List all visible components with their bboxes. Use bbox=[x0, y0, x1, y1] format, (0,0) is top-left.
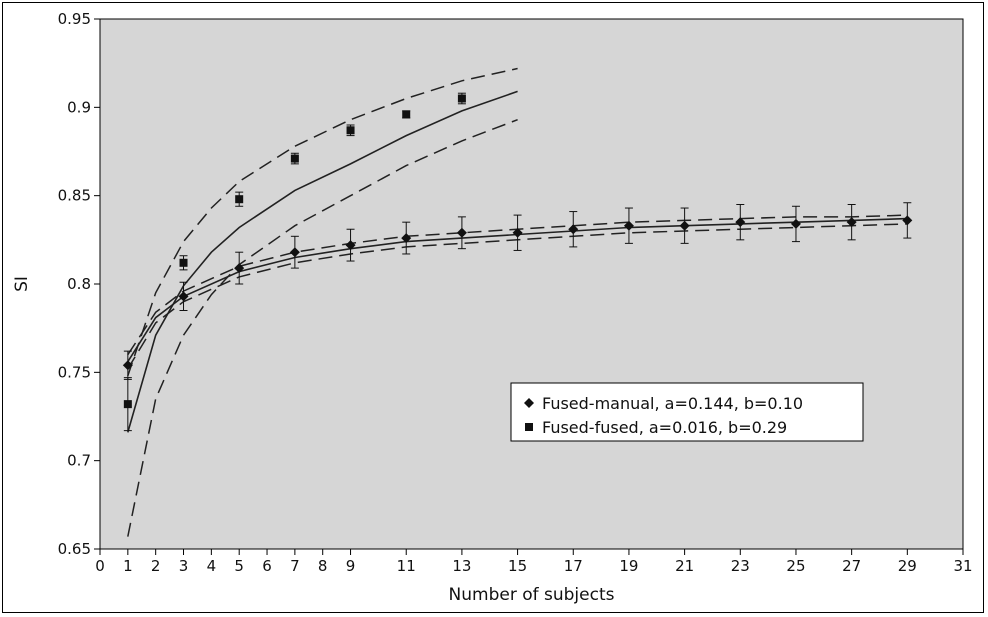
x-tick-label: 0 bbox=[95, 557, 105, 575]
data-point-diamond bbox=[568, 224, 579, 235]
data-point-diamond bbox=[790, 218, 801, 229]
y-tick-label: 0.9 bbox=[67, 98, 91, 116]
x-tick-label: 21 bbox=[675, 557, 694, 575]
y-axis-ticks: 0.65 0.7 0.75 0.8 0.85 0.9 0.95 bbox=[58, 10, 100, 558]
data-point-square bbox=[402, 110, 411, 119]
upper-bound-curve-series-0 bbox=[127, 214, 908, 356]
y-tick-label: 0.75 bbox=[58, 363, 91, 381]
data-point-diamond bbox=[846, 217, 857, 228]
y-tick-label: 0.7 bbox=[67, 452, 91, 470]
x-tick-label: 23 bbox=[731, 557, 750, 575]
x-tick-label: 27 bbox=[842, 557, 861, 575]
data-point-diamond bbox=[178, 291, 189, 302]
legend-label-fused-manual: Fused-manual, a=0.144, b=0.10 bbox=[542, 394, 803, 413]
x-tick-label: 1 bbox=[123, 557, 133, 575]
y-tick-label: 0.95 bbox=[58, 10, 91, 28]
fit-curve-series-1 bbox=[127, 90, 518, 433]
data-point-diamond bbox=[623, 220, 634, 231]
legend-marker-fused-manual bbox=[524, 398, 534, 408]
lower-bound-curve-series-0 bbox=[127, 223, 908, 370]
x-tick-label: 5 bbox=[234, 557, 244, 575]
y-tick-label: 0.65 bbox=[58, 540, 91, 558]
data-point-diamond bbox=[902, 215, 913, 226]
data-point-square bbox=[179, 258, 188, 267]
y-axis-title: SI bbox=[12, 276, 32, 292]
x-tick-label: 11 bbox=[397, 557, 416, 575]
x-tick-label: 19 bbox=[619, 557, 638, 575]
x-tick-label: 17 bbox=[564, 557, 583, 575]
fit-curves bbox=[127, 67, 908, 537]
x-tick-label: 2 bbox=[151, 557, 161, 575]
si-vs-subjects-chart: 0 1 2 3 4 5 6 7 8 9 11 13 15 17 19 21 23 25 27 29 31 0.650.7… bbox=[12, 10, 973, 605]
data-point-diamond bbox=[401, 233, 412, 244]
data-point-diamond bbox=[234, 263, 245, 274]
data-point-diamond bbox=[512, 227, 523, 238]
x-tick-label: 3 bbox=[179, 557, 189, 575]
data-point-square bbox=[346, 126, 355, 135]
data-point-square bbox=[290, 154, 299, 163]
x-axis-title: Number of subjects bbox=[449, 585, 615, 605]
legend: Fused-manual, a=0.144, b=0.10 Fused-fuse… bbox=[510, 382, 864, 442]
data-point-square bbox=[123, 400, 132, 409]
y-tick-label: 0.8 bbox=[67, 275, 91, 293]
x-tick-label: 31 bbox=[953, 557, 972, 575]
data-point-diamond bbox=[456, 227, 467, 238]
x-tick-label: 8 bbox=[318, 557, 328, 575]
x-tick-label: 13 bbox=[452, 557, 471, 575]
upper-bound-curve-series-1 bbox=[127, 67, 518, 377]
legend-box bbox=[510, 382, 864, 442]
x-tick-label: 29 bbox=[898, 557, 917, 575]
data-point-diamond bbox=[735, 217, 746, 228]
x-tick-label: 7 bbox=[290, 557, 300, 575]
data-point-diamond bbox=[289, 247, 300, 258]
x-tick-label: 6 bbox=[262, 557, 272, 575]
data-point-diamond bbox=[679, 220, 690, 231]
x-axis-ticks: 0 1 2 3 4 5 6 7 8 9 11 13 15 17 19 21 23 25 27 29 31 bbox=[95, 549, 973, 575]
legend-label-fused-fused: Fused-fused, a=0.016, b=0.29 bbox=[542, 418, 787, 437]
x-tick-label: 9 bbox=[346, 557, 356, 575]
data-points bbox=[122, 94, 913, 409]
data-point-square bbox=[457, 94, 466, 103]
fit-curve-series-0 bbox=[127, 217, 908, 363]
x-tick-label: 25 bbox=[786, 557, 805, 575]
y-tick-label: 0.85 bbox=[58, 187, 91, 205]
x-tick-label: 15 bbox=[508, 557, 527, 575]
data-point-diamond bbox=[122, 360, 133, 371]
plot-area bbox=[99, 18, 964, 550]
data-point-square bbox=[235, 195, 244, 204]
lower-bound-curve-series-1 bbox=[127, 118, 518, 537]
legend-marker-fused-fused bbox=[525, 423, 533, 431]
x-tick-label: 4 bbox=[207, 557, 217, 575]
data-point-diamond bbox=[345, 240, 356, 251]
